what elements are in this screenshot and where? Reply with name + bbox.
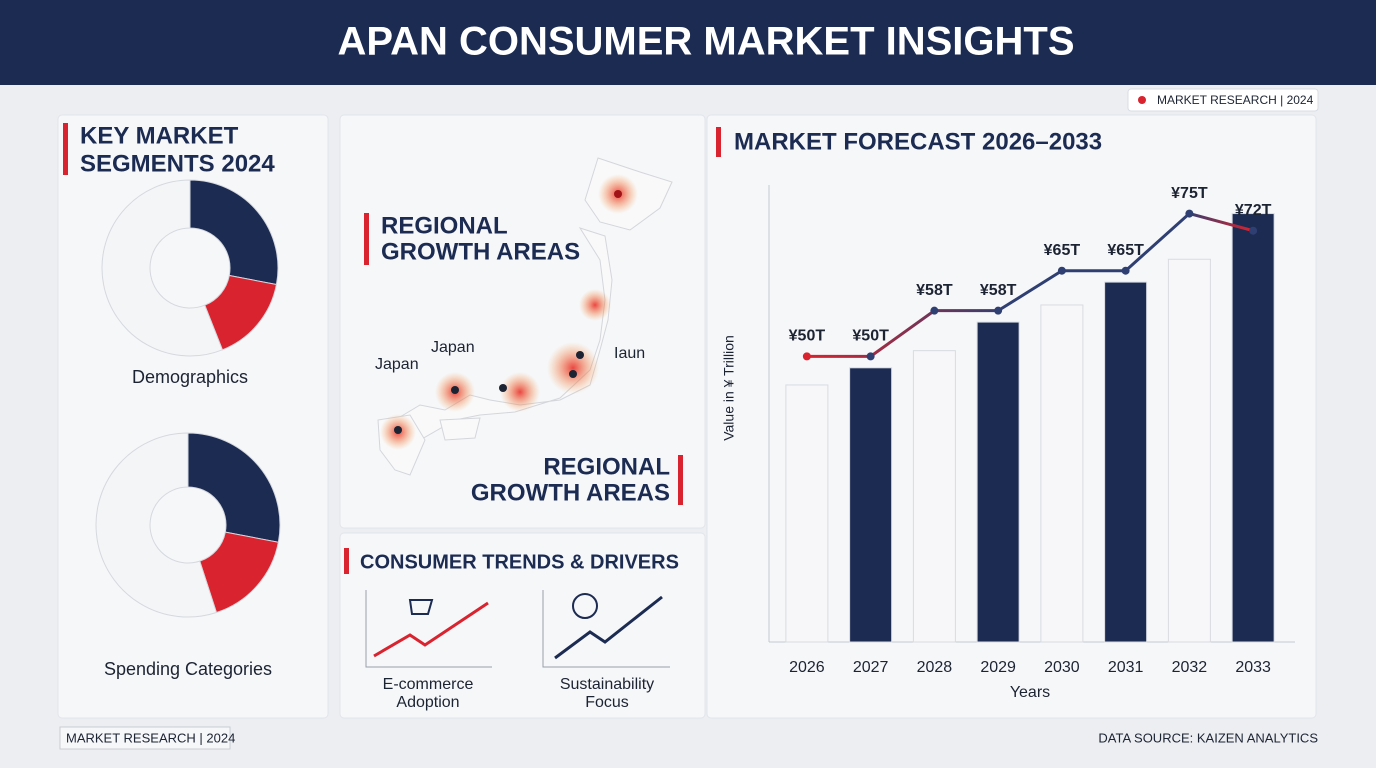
footer-right: DATA SOURCE: KAIZEN ANALYTICS [1098,730,1318,745]
x-tick-label: 2031 [1108,659,1144,676]
accent [678,455,683,505]
x-tick-label: 2033 [1235,659,1271,676]
accent [364,213,369,265]
bar [976,321,1020,643]
line-point [1249,226,1258,235]
bar [849,367,893,643]
map-title: GROWTH AREAS [381,238,580,265]
line-point [930,306,939,315]
x-axis-label: Years [1010,684,1050,701]
bar [1167,258,1211,643]
value-label: ¥50T [789,328,826,345]
line-point [994,306,1003,315]
donut-slice [101,179,224,357]
accent [716,127,721,157]
bar [1104,281,1148,643]
value-label: ¥65T [1044,242,1081,259]
donut-slice [199,531,279,614]
header-bar [0,0,1376,85]
segments-title: SEGMENTS 2024 [80,150,275,177]
donut-label: Spending Categories [104,659,272,679]
trend-icons [365,590,670,668]
x-tick-label: 2029 [980,659,1016,676]
map-title: REGIONAL [381,212,508,239]
footer-badge [59,726,231,750]
value-label: ¥58T [980,282,1017,299]
value-label: ¥50T [852,328,889,345]
trend-label: Adoption [396,694,459,711]
badge-text: MARKET RESEARCH | 2024 [1157,93,1314,107]
trends-panel [339,532,706,719]
bar [1040,304,1084,643]
x-tick-label: 2032 [1172,659,1208,676]
x-tick-label: 2030 [1044,659,1080,676]
footer-left: MARKET RESEARCH | 2024 [66,730,235,745]
trend-label: Sustainability [560,676,654,693]
line-point [1185,209,1194,218]
segments-title: KEY MARKET [80,122,239,149]
x-tick-label: 2027 [853,659,889,676]
trend-label: Focus [585,694,629,711]
line-point [1057,266,1066,275]
flag-dot [1138,96,1146,104]
map-title: REGIONAL [543,453,670,480]
map-label: Japan [375,356,419,373]
bar [912,350,956,643]
page-title: APAN CONSUMER MARKET INSIGHTS [337,20,1074,64]
trends-title: CONSUMER TRENDS & DRIVERS [360,551,679,573]
donut-slice [95,432,218,618]
line-point [1121,266,1130,275]
line-point [866,352,875,361]
donut-slice [189,179,279,286]
donut-slice [187,432,281,543]
value-label: ¥72T [1235,202,1272,219]
y-axis-label: Value in ¥ Trillion [721,335,737,441]
bar [785,384,829,643]
value-label: ¥58T [916,282,953,299]
map-label: Iaun [614,345,645,362]
accent [344,548,349,574]
bar [1231,213,1275,643]
accent [63,123,68,175]
badge [1127,88,1319,112]
line [806,211,1254,358]
line-point [802,352,811,361]
trend-label: E-commerce [383,676,474,693]
map-title: GROWTH AREAS [471,479,670,506]
x-tick-label: 2028 [917,659,953,676]
value-label: ¥75T [1171,185,1208,202]
hotspots [380,174,638,450]
donut-label: Demographics [132,367,248,387]
value-label: ¥65T [1107,242,1144,259]
map-label: Japan [431,339,475,356]
x-tick-label: 2026 [789,659,825,676]
forecast-title: MARKET FORECAST 2026–2033 [734,128,1102,155]
